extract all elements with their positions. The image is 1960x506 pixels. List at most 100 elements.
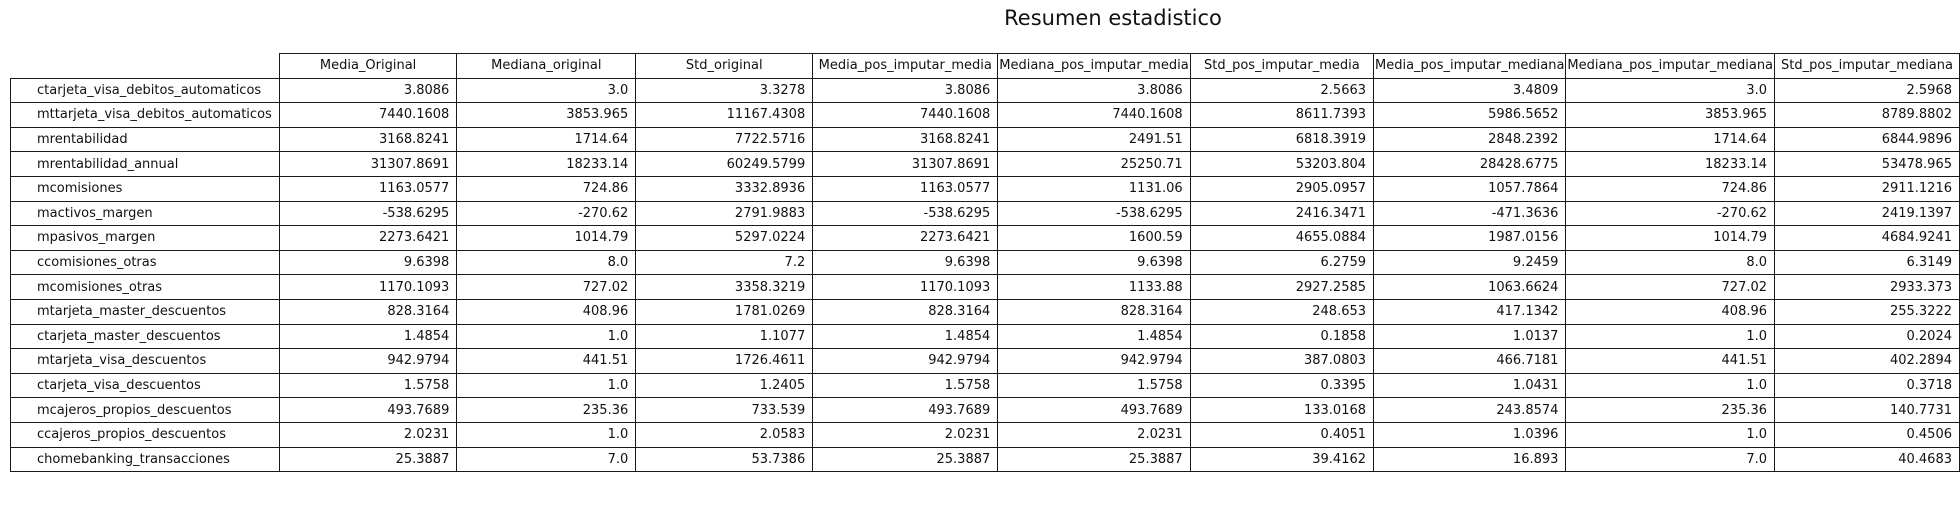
table-cell: 6818.3919 <box>1189 126 1375 153</box>
table-row: chomebanking_transacciones 25.3887 7.0 53.7… <box>10 446 1960 473</box>
table-cell: 1.0431 <box>1373 372 1567 399</box>
table-cell: 3168.8241 <box>812 126 999 153</box>
table-cell: 2273.6421 <box>278 225 458 251</box>
table-cell: 2927.2585 <box>1189 274 1375 300</box>
table-cell: 493.7689 <box>997 397 1191 423</box>
table-cell: 60249.5799 <box>635 151 814 177</box>
table-cell: -270.62 <box>1565 200 1776 227</box>
table-cell: -471.3636 <box>1373 200 1567 227</box>
table-header: Media_Original Mediana_original Std_origin… <box>10 53 1960 79</box>
table-cell: 1.0396 <box>1373 421 1567 448</box>
table-cell: 3.0 <box>456 77 637 104</box>
table-cell: 828.3164 <box>812 298 999 325</box>
table-cell: 2.0231 <box>997 421 1191 448</box>
table-cell: 724.86 <box>1565 175 1776 202</box>
table-cell: 1057.7864 <box>1373 175 1567 202</box>
table-cell: 140.7731 <box>1774 397 1960 423</box>
table-cell: 6.2759 <box>1189 249 1375 276</box>
row-label: mrentabilidad <box>10 126 280 153</box>
table-cell: 40.4683 <box>1774 446 1960 473</box>
table-cell: 235.36 <box>1565 397 1776 423</box>
table-cell: 235.36 <box>456 397 637 423</box>
table-cell: 7.2 <box>635 249 814 276</box>
table-cell: 493.7689 <box>278 397 458 423</box>
table-cell: 724.86 <box>456 175 637 202</box>
table-cell: 2791.9883 <box>635 200 814 227</box>
table-cell: 25.3887 <box>997 446 1191 473</box>
table-cell: 828.3164 <box>997 298 1191 325</box>
table-cell: 1.0 <box>456 421 637 448</box>
table-cell: 25.3887 <box>278 446 458 473</box>
table-cell: 727.02 <box>456 274 637 300</box>
table-cell: 248.653 <box>1189 298 1375 325</box>
row-label: mrentabilidad_annual <box>10 151 280 177</box>
table-cell: 1.4854 <box>812 323 999 350</box>
table-cell: 1.5758 <box>997 372 1191 399</box>
table-cell: 39.4162 <box>1189 446 1375 473</box>
column-header: Media_pos_imputar_media <box>812 53 999 79</box>
table-cell: -538.6295 <box>278 200 458 227</box>
header-row: Media_Original Mediana_original Std_origin… <box>10 53 1960 79</box>
table-cell: 1.5758 <box>278 372 458 399</box>
column-header: Std_original <box>635 53 814 79</box>
table-cell: 0.4051 <box>1189 421 1375 448</box>
table-cell: 402.2894 <box>1774 348 1960 374</box>
table-cell: 1987.0156 <box>1373 225 1567 251</box>
row-label: mttarjeta_visa_debitos_automaticos <box>10 102 280 128</box>
table-cell: 7.0 <box>456 446 637 473</box>
table-cell: 0.4506 <box>1774 421 1960 448</box>
table-row: ctarjeta_visa_debitos_automaticos 3.8086 3… <box>10 77 1960 104</box>
table-cell: 18233.14 <box>456 151 637 177</box>
table-row: mrentabilidad_annual 31307.8691 18233.14 60… <box>10 151 1960 177</box>
table-cell: 727.02 <box>1565 274 1776 300</box>
table-cell: 2419.1397 <box>1774 200 1960 227</box>
table-row: ccajeros_propios_descuentos 2.0231 1.0 2.05… <box>10 421 1960 448</box>
row-label: ccajeros_propios_descuentos <box>10 421 280 448</box>
table-cell: 255.3222 <box>1774 298 1960 325</box>
table-cell: 6.3149 <box>1774 249 1960 276</box>
table-cell: 0.3395 <box>1189 372 1375 399</box>
table-cell: 9.6398 <box>278 249 458 276</box>
table-cell: 3853.965 <box>456 102 637 128</box>
table-cell: 25250.71 <box>997 151 1191 177</box>
table-cell: 8.0 <box>456 249 637 276</box>
table-cell: 1.0137 <box>1373 323 1567 350</box>
table-cell: 2911.1216 <box>1774 175 1960 202</box>
table-cell: 1.4854 <box>278 323 458 350</box>
table-body: ctarjeta_visa_debitos_automaticos 3.8086 3… <box>10 77 1960 473</box>
table-row: mtarjeta_visa_descuentos 942.9794 441.51 17… <box>10 348 1960 374</box>
table-cell: 2.0231 <box>812 421 999 448</box>
table-row: mttarjeta_visa_debitos_automaticos 7440.1… <box>10 102 1960 128</box>
row-label: mcomisiones_otras <box>10 274 280 300</box>
table-cell: 2848.2392 <box>1373 126 1567 153</box>
table-cell: 7440.1608 <box>812 102 999 128</box>
table-cell: 942.9794 <box>278 348 458 374</box>
row-label: mcomisiones <box>10 175 280 202</box>
table-cell: 0.3718 <box>1774 372 1960 399</box>
table-cell: 1.5758 <box>812 372 999 399</box>
table-cell: 6844.9896 <box>1774 126 1960 153</box>
table-cell: 3.8086 <box>812 77 999 104</box>
table-cell: 4655.0884 <box>1189 225 1375 251</box>
table-cell: 387.0803 <box>1189 348 1375 374</box>
row-label: mtarjeta_visa_descuentos <box>10 348 280 374</box>
table-cell: 53.7386 <box>635 446 814 473</box>
table-cell: 5297.0224 <box>635 225 814 251</box>
row-label: chomebanking_transacciones <box>10 446 280 473</box>
table-cell: 2933.373 <box>1774 274 1960 300</box>
table-cell: 2416.3471 <box>1189 200 1375 227</box>
table-cell: 8.0 <box>1565 249 1776 276</box>
table-cell: 441.51 <box>456 348 637 374</box>
table-cell: 133.0168 <box>1189 397 1375 423</box>
table-cell: 1.2405 <box>635 372 814 399</box>
table-cell: 1170.1093 <box>812 274 999 300</box>
column-header: Std_pos_imputar_media <box>1189 53 1375 79</box>
table-cell: 2.5663 <box>1189 77 1375 104</box>
table-cell: -270.62 <box>456 200 637 227</box>
column-header: Mediana_pos_imputar_media <box>997 53 1191 79</box>
table-cell: 1.0 <box>1565 323 1776 350</box>
table-cell: 3168.8241 <box>278 126 458 153</box>
table-cell: 31307.8691 <box>812 151 999 177</box>
column-header: Mediana_original <box>456 53 637 79</box>
table-cell: -538.6295 <box>997 200 1191 227</box>
